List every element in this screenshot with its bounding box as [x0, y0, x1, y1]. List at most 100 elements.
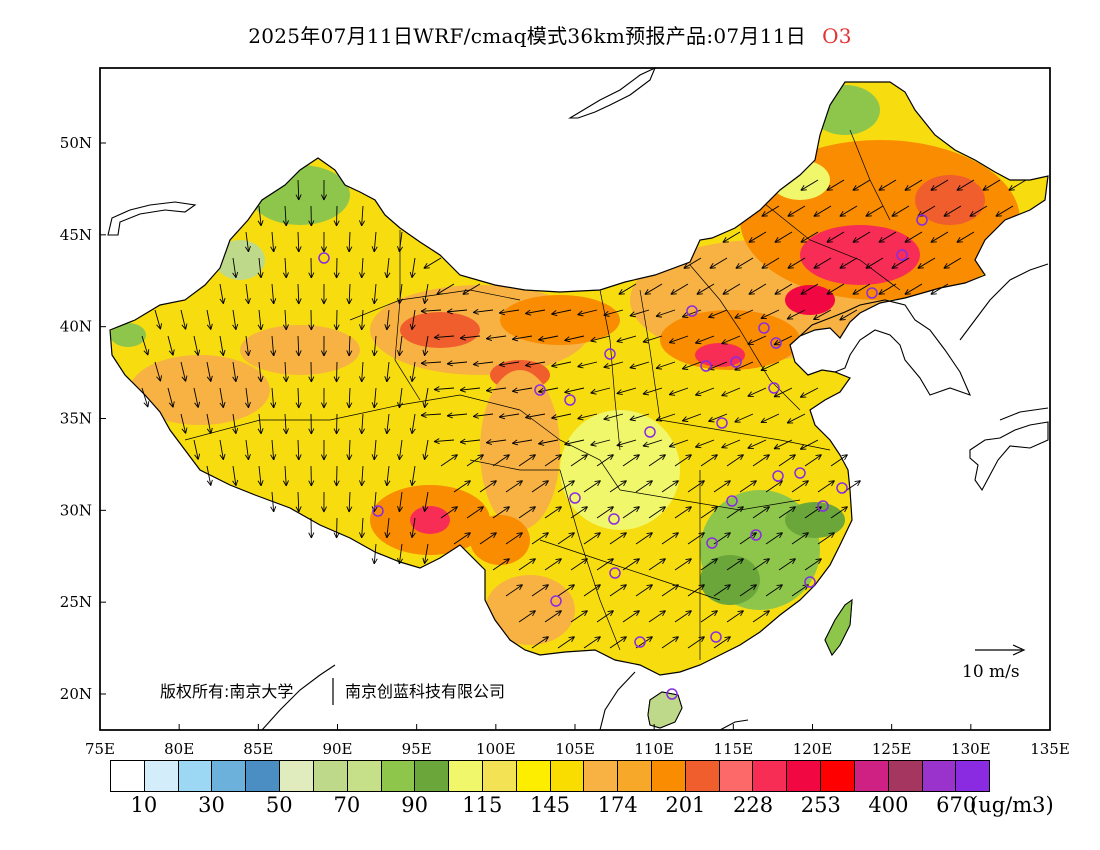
wind-vector-head	[813, 314, 818, 320]
wind-vector	[734, 361, 754, 371]
wind-vector-head	[454, 506, 458, 513]
wind-vector	[648, 506, 666, 519]
wind-vector	[434, 387, 455, 391]
wind-vector	[386, 517, 390, 538]
wind-vector	[739, 532, 757, 545]
wind-vector-head	[371, 558, 375, 565]
island-fill	[647, 598, 853, 729]
wind-vector-head	[420, 414, 427, 418]
wind-vector-head	[760, 313, 766, 319]
wind-vector	[804, 454, 822, 467]
city-station-marker	[634, 636, 646, 648]
wind-vector	[635, 532, 653, 545]
wind-vector-head	[499, 364, 506, 368]
wind-vector	[773, 335, 793, 346]
wind-vector-head	[273, 402, 277, 409]
wind-vector-head	[904, 241, 911, 243]
wind-vector-head	[295, 350, 300, 357]
wind-vector-head	[789, 558, 796, 561]
wind-vector-head	[805, 532, 809, 539]
wind-vector	[531, 480, 549, 493]
wind-vector	[721, 387, 741, 397]
wind-vector-head	[620, 636, 627, 639]
wind-vector	[800, 179, 819, 191]
wind-vector-head	[714, 506, 718, 513]
wind-vector	[800, 439, 819, 450]
wind-vector-head	[424, 350, 429, 356]
colorbar-swatch	[685, 761, 720, 791]
wind-vector	[460, 335, 481, 339]
wind-vector-head	[787, 263, 792, 269]
wind-vector	[232, 465, 237, 486]
wind-vector	[486, 439, 507, 444]
wind-vector-head	[714, 454, 718, 461]
colorbar-label: 115	[462, 793, 503, 817]
wind-vector	[817, 480, 835, 493]
wind-vector-head	[348, 454, 353, 461]
wind-vector	[421, 309, 442, 312]
wind-vector	[577, 361, 598, 368]
wind-vector	[398, 231, 403, 252]
wind-vector	[544, 506, 562, 519]
wind-vector-head	[779, 584, 783, 591]
wind-vector-head	[310, 532, 315, 539]
wind-vector-head	[930, 189, 937, 191]
wind-vector-head	[420, 359, 427, 364]
wind-vector	[791, 532, 809, 545]
wind-vector-head	[346, 402, 350, 409]
wind-vector	[726, 506, 744, 519]
wind-vector	[748, 231, 767, 243]
wind-vector-head	[721, 390, 726, 397]
wind-vector	[830, 454, 848, 467]
wind-vector-head	[748, 289, 753, 295]
wind-vector-head	[516, 480, 523, 483]
wind-vector-head	[891, 267, 898, 269]
wind-vector-head	[623, 584, 627, 591]
colorbar-swatch	[111, 761, 145, 791]
wind-vector-head	[737, 454, 744, 457]
wind-vector-head	[422, 453, 425, 460]
wind-vector-head	[662, 558, 666, 565]
wind-vector	[453, 480, 471, 493]
wind-vector	[551, 413, 572, 419]
wind-vector-head	[760, 365, 766, 371]
china-border	[109, 81, 1049, 676]
wind-vector-head	[371, 350, 375, 357]
wind-vector	[735, 257, 754, 269]
wind-vector	[761, 205, 780, 217]
wind-vector-head	[282, 480, 287, 487]
wind-vector	[765, 480, 783, 493]
wind-vector	[956, 231, 975, 243]
wind-vector-head	[206, 376, 212, 382]
wind-vector-head	[397, 557, 400, 564]
wind-vector-head	[761, 263, 766, 269]
wind-vector-head	[734, 313, 739, 319]
colorbar-swatch	[753, 761, 788, 791]
colorbar-label: 90	[401, 793, 428, 817]
wind-vector-head	[675, 584, 679, 591]
wind-vector-head	[336, 428, 340, 435]
wind-vector-head	[160, 375, 162, 382]
wind-vector-head	[943, 211, 948, 217]
wind-vector-head	[753, 584, 757, 591]
wind-vector-head	[857, 480, 861, 487]
wind-vector	[583, 532, 601, 545]
wind-vector-head	[310, 324, 315, 331]
wind-vector-head	[486, 390, 493, 394]
wind-vector-head	[433, 337, 440, 341]
colorbar-swatch	[347, 761, 382, 791]
wind-vector	[747, 387, 767, 397]
wind-vector-head	[799, 444, 805, 450]
wind-vector	[982, 179, 1001, 191]
wind-vector-head	[181, 376, 187, 382]
x-tick-label: 105E	[555, 740, 595, 758]
wind-vector	[232, 257, 237, 278]
wind-vector-head	[696, 289, 701, 295]
wind-vector-head	[361, 428, 366, 435]
wind-vector	[258, 205, 262, 226]
wind-vector-head	[878, 293, 885, 295]
wind-vector-head	[320, 350, 325, 357]
colorbar-labels: 10 30 50 70 90 115 145 174 201 228 253 400 670	[0, 793, 1100, 823]
wind-vector	[726, 610, 744, 623]
wind-vector-head	[995, 215, 1002, 217]
